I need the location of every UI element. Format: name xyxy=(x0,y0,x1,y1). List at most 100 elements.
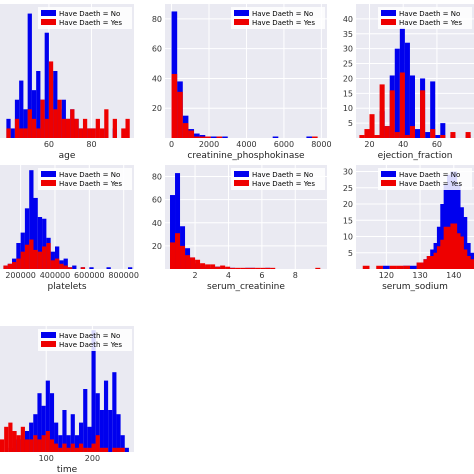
bar-death xyxy=(83,447,88,452)
y-tick-label: 20 xyxy=(343,74,353,83)
bar-death xyxy=(116,447,121,452)
bar-death xyxy=(3,265,8,269)
subplot-serum_sodium: 120 130 140 5 10 15 20 25 30 serum_sodium Have Dae… xyxy=(343,165,474,292)
bar-no-death xyxy=(72,265,77,269)
y-tick-label: 40 xyxy=(152,74,162,83)
x-tick-label: 600000 xyxy=(74,271,105,280)
y-tick-label: 80 xyxy=(152,15,162,24)
legend-swatch-yes xyxy=(381,19,396,25)
bar-death xyxy=(0,439,5,452)
bar-death xyxy=(63,265,68,269)
legend-box xyxy=(38,168,132,190)
bar-death xyxy=(440,135,446,138)
bar-death xyxy=(394,132,400,138)
bar-death xyxy=(245,267,251,269)
bar-death xyxy=(250,267,256,269)
bar-death xyxy=(40,99,45,138)
bar-death xyxy=(409,126,415,138)
bar-death xyxy=(199,136,206,138)
bar-death xyxy=(225,266,231,269)
bar-death xyxy=(104,109,109,138)
bar-death xyxy=(70,443,75,452)
bar-death xyxy=(315,267,321,269)
bar-death xyxy=(53,109,58,138)
x-axis-label: platelets xyxy=(47,282,86,292)
bar-death xyxy=(29,239,34,269)
bar-death xyxy=(59,263,64,269)
x-tick-label: 20 xyxy=(364,140,374,149)
legend-box xyxy=(378,168,472,190)
subplot-ejection_fraction: 20 40 60 5 10 15 20 25 30 35 40 ejection_fraction Ha… xyxy=(343,4,474,161)
x-tick-label: 6 xyxy=(259,271,264,280)
legend-swatch-no xyxy=(234,10,249,16)
bar-death xyxy=(65,118,71,138)
bar-death xyxy=(33,249,38,269)
x-tick-label: 60 xyxy=(44,140,54,149)
bar-no-death xyxy=(41,405,46,452)
bar-death xyxy=(23,128,28,138)
bar-death xyxy=(384,126,390,138)
bar-death xyxy=(379,84,385,138)
x-tick-label: 80 xyxy=(86,140,96,149)
x-axis-label: serum_sodium xyxy=(382,282,448,292)
bar-death xyxy=(190,257,196,269)
bar-death xyxy=(177,91,183,138)
bar-no-death xyxy=(194,133,200,138)
bar-death xyxy=(27,109,32,138)
bar-death xyxy=(112,447,117,452)
bar-death xyxy=(61,118,66,138)
bar-no-death xyxy=(53,71,58,138)
bar-death xyxy=(66,447,71,452)
legend-label-no: Have Daeth = No xyxy=(399,10,460,18)
bar-death xyxy=(270,267,276,269)
bar-death xyxy=(8,422,13,452)
bar-death xyxy=(31,118,37,138)
legend-box xyxy=(231,168,325,190)
y-tick-label: 25 xyxy=(343,60,353,69)
bar-no-death xyxy=(108,410,113,452)
bar-death xyxy=(389,90,395,138)
bar-no-death xyxy=(272,136,279,138)
x-tick-label: 100 xyxy=(39,454,54,463)
bar-death xyxy=(99,447,104,452)
bar-no-death xyxy=(175,173,181,269)
bar-no-death xyxy=(74,435,80,452)
legend-box xyxy=(38,329,132,351)
legend-label-no: Have Daeth = No xyxy=(59,10,120,18)
x-axis-label: time xyxy=(57,465,78,474)
bar-death xyxy=(19,128,24,138)
bar-death xyxy=(374,135,380,138)
bar-no-death xyxy=(83,389,88,452)
legend-label-no: Have Daeth = No xyxy=(59,332,120,340)
bar-no-death xyxy=(415,129,421,138)
x-tick-label: 0 xyxy=(169,140,174,149)
legend-swatch-yes xyxy=(41,341,56,347)
bar-death xyxy=(205,136,211,138)
x-axis-label: serum_creatinine xyxy=(207,282,285,292)
bar-death xyxy=(103,447,109,452)
y-tick-label: 80 xyxy=(152,173,162,182)
bar-death xyxy=(44,118,49,138)
x-tick-label: 2 xyxy=(193,271,198,280)
x-tick-label: 200 xyxy=(85,454,100,463)
bar-no-death xyxy=(382,265,390,269)
bar-no-death xyxy=(16,243,21,269)
bar-death xyxy=(37,251,43,269)
bar-no-death xyxy=(70,414,75,452)
bar-no-death xyxy=(440,123,446,138)
y-tick-label: 10 xyxy=(343,233,353,242)
bar-no-death xyxy=(306,136,313,138)
bar-death xyxy=(215,266,221,269)
bar-death xyxy=(235,267,241,269)
bar-death xyxy=(171,73,178,138)
y-tick-label: 60 xyxy=(152,196,162,205)
y-tick-label: 15 xyxy=(343,216,353,225)
bar-death xyxy=(78,128,83,138)
x-tick-label: 40 xyxy=(398,140,408,149)
y-tick-label: 5 xyxy=(348,249,353,258)
bar-death xyxy=(82,118,88,138)
